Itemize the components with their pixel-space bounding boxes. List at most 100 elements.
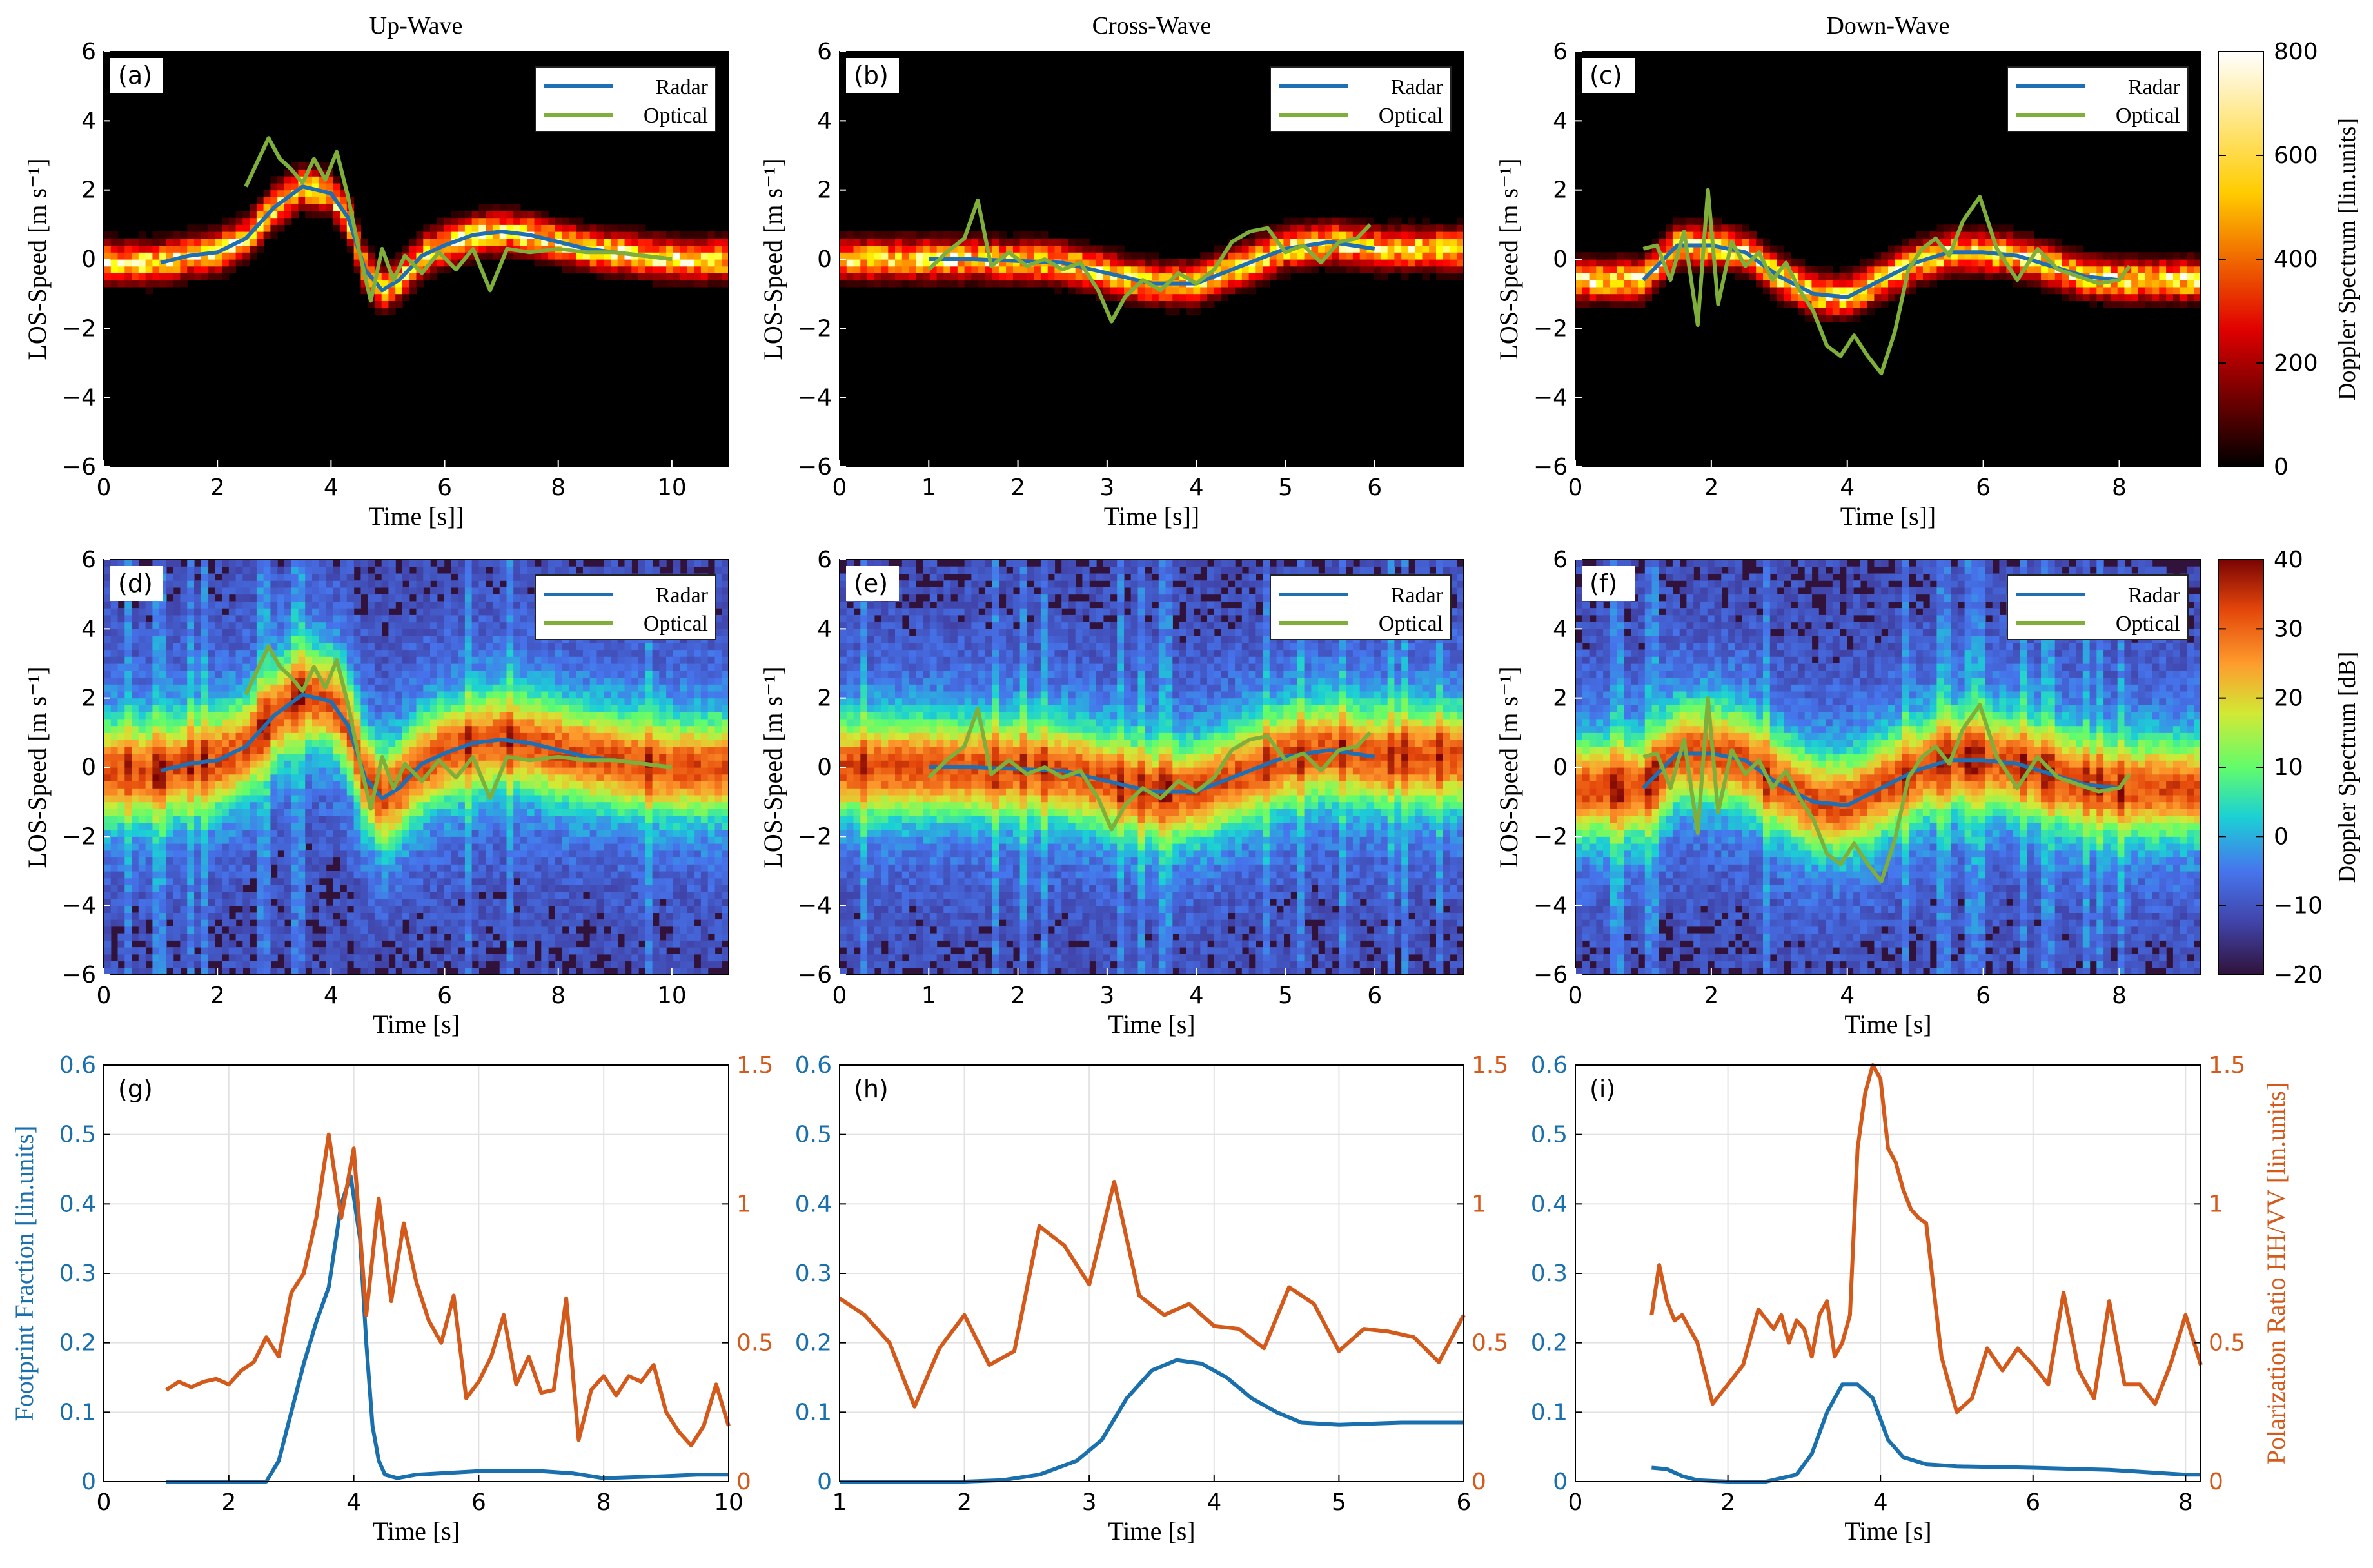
legend: Radar Optical bbox=[2007, 574, 2189, 640]
y-tick-label: 0.3 bbox=[795, 1260, 832, 1287]
y2-tick-label: 0 bbox=[2209, 1469, 2223, 1495]
y-axis-label: LOS-Speed [m s⁻¹] bbox=[1494, 158, 1523, 360]
polarization-ratio-line bbox=[1649, 1063, 2203, 1415]
footprint-fraction-line bbox=[1651, 1382, 2201, 1484]
colorbar-tick-label: 800 bbox=[2274, 39, 2318, 65]
x-axis-label: Time [s]] bbox=[1104, 502, 1200, 531]
y-tick-label: 0.4 bbox=[59, 1191, 96, 1217]
x-axis-label: Time [s]] bbox=[1840, 502, 1936, 531]
x-tick-label: 10 bbox=[714, 1489, 743, 1516]
y2-tick-label: 0.5 bbox=[1472, 1330, 1508, 1357]
y-axis-label: LOS-Speed [m s⁻¹] bbox=[758, 666, 787, 868]
footprint-fraction-line bbox=[166, 1174, 729, 1484]
y-axis-label-right: Polarization Ratio HH/VV [lin.units] bbox=[2261, 1083, 2290, 1465]
panel-f: 0 2 4 6 8 −6 −4 −2 0 2 4 6 Time [s] LOS-Speed [m s⁻¹]… bbox=[1494, 547, 2201, 1039]
x-tick-label: 0 bbox=[1568, 983, 1583, 1009]
x-tick-label: 10 bbox=[657, 475, 687, 501]
y-axis-label: LOS-Speed [m s⁻¹] bbox=[23, 158, 52, 360]
heatmap-cells bbox=[840, 217, 1464, 315]
y-tick-label: −4 bbox=[1533, 893, 1568, 919]
column-title-down-wave: Down-Wave bbox=[1826, 12, 1949, 39]
y-tick-label: 6 bbox=[1553, 39, 1568, 65]
colorbar-linear-label: Doppler Spectrum [lin.units] bbox=[2334, 118, 2361, 400]
optical-line bbox=[927, 706, 1372, 832]
radar-line bbox=[160, 692, 673, 801]
x-tick-label: 4 bbox=[1206, 1489, 1221, 1516]
y-tick-label: 0.2 bbox=[59, 1330, 96, 1357]
y-tick-label: 4 bbox=[1553, 616, 1568, 642]
y-tick-label: 0.4 bbox=[795, 1191, 832, 1217]
y-tick-label: 0.6 bbox=[59, 1052, 96, 1079]
x-tick-label: 6 bbox=[437, 983, 452, 1009]
x-tick-label: 2 bbox=[957, 1489, 972, 1516]
y-tick-label: 0.5 bbox=[795, 1122, 832, 1148]
colorbar-db-label: Doppler Spectrum [dB] bbox=[2334, 652, 2361, 883]
y-tick-label: 0.1 bbox=[59, 1399, 96, 1426]
y-tick-label: 6 bbox=[817, 39, 832, 65]
legend: Radar Optical bbox=[1270, 574, 1452, 640]
colorbar-linear: 0 200 400 600 800 Doppler Spectrum [lin.unit… bbox=[2218, 39, 2361, 480]
y-tick-label: 0 bbox=[817, 246, 832, 273]
panel-label-box bbox=[1582, 566, 1635, 601]
x-tick-label: 3 bbox=[1099, 475, 1114, 501]
x-tick-label: 3 bbox=[1099, 983, 1114, 1009]
optical-line bbox=[1642, 696, 2131, 884]
x-tick-label: 2 bbox=[1704, 983, 1718, 1009]
y-tick-label: −4 bbox=[62, 893, 96, 919]
colorbar-tick-label: 0 bbox=[2274, 454, 2289, 480]
x-axis-label: Time [s] bbox=[373, 1010, 460, 1039]
y-tick-label: 0.1 bbox=[795, 1399, 832, 1426]
y-tick-label: −2 bbox=[798, 823, 832, 850]
y-tick-label: 0.4 bbox=[1531, 1191, 1568, 1217]
x-tick-label: 10 bbox=[657, 983, 687, 1009]
panel-label-box bbox=[846, 566, 899, 601]
y2-tick-label: 0.5 bbox=[736, 1330, 773, 1357]
x-tick-label: 3 bbox=[1082, 1489, 1097, 1516]
y-tick-label: 6 bbox=[81, 547, 96, 573]
y-tick-label: −2 bbox=[1533, 315, 1568, 342]
heatmap-cells bbox=[104, 560, 729, 975]
y-tick-label: 2 bbox=[817, 177, 832, 204]
colorbar-tick-label: 600 bbox=[2274, 142, 2318, 169]
x-tick-label: 6 bbox=[1367, 983, 1382, 1009]
y-tick-label: −6 bbox=[1533, 962, 1568, 988]
y-axis-label: LOS-Speed [m s⁻¹] bbox=[23, 666, 52, 868]
panel-b: 0 1 2 3 4 5 6 −6 −4 −2 0 2 4 6 Time [s]] LOS-Speed [m s… bbox=[758, 39, 1464, 531]
y2-tick-label: 1.5 bbox=[1472, 1052, 1508, 1079]
x-tick-label: 6 bbox=[471, 1489, 486, 1516]
y-tick-label: 0.3 bbox=[1531, 1260, 1568, 1287]
legend-entry: Optical bbox=[2116, 104, 2180, 128]
y-tick-label: 0.1 bbox=[1531, 1399, 1568, 1426]
y2-tick-label: 1 bbox=[1472, 1191, 1486, 1217]
y-tick-label: −2 bbox=[798, 315, 832, 342]
y-tick-label: −4 bbox=[798, 893, 832, 919]
y-tick-label: 0 bbox=[817, 754, 832, 781]
y2-tick-label: 1 bbox=[736, 1191, 751, 1217]
x-tick-label: 4 bbox=[1189, 475, 1204, 501]
panel-e: 0 1 2 3 4 5 6 −6 −4 −2 0 2 4 6 Time [s] LOS-Speed [m s⁻… bbox=[758, 547, 1464, 1039]
x-tick-label: 6 bbox=[437, 475, 452, 501]
x-tick-label: 0 bbox=[832, 475, 847, 501]
y-tick-label: 0 bbox=[1553, 1469, 1568, 1495]
x-tick-label: 2 bbox=[1010, 475, 1025, 501]
y-tick-label: 0 bbox=[1553, 246, 1568, 273]
radar-line bbox=[1642, 751, 2120, 807]
legend-entry: Optical bbox=[2116, 612, 2180, 636]
y2-tick-label: 1.5 bbox=[736, 1052, 773, 1079]
x-tick-label: 0 bbox=[97, 1489, 112, 1516]
colorbar-tick-label: −10 bbox=[2274, 893, 2323, 919]
y2-tick-label: 1.5 bbox=[2209, 1052, 2245, 1079]
colorbar-tick-label: 400 bbox=[2274, 246, 2318, 273]
y-axis-label-left: Footprint Fraction [lin.units] bbox=[10, 1126, 39, 1422]
colorbar-tick-label: −20 bbox=[2274, 962, 2323, 988]
x-axis-label: Time [s] bbox=[1844, 1516, 1931, 1545]
y-tick-label: 6 bbox=[1553, 547, 1568, 573]
y-tick-label: 4 bbox=[1553, 108, 1568, 134]
x-tick-label: 2 bbox=[1720, 1489, 1735, 1516]
y-tick-label: 0.3 bbox=[59, 1260, 96, 1287]
